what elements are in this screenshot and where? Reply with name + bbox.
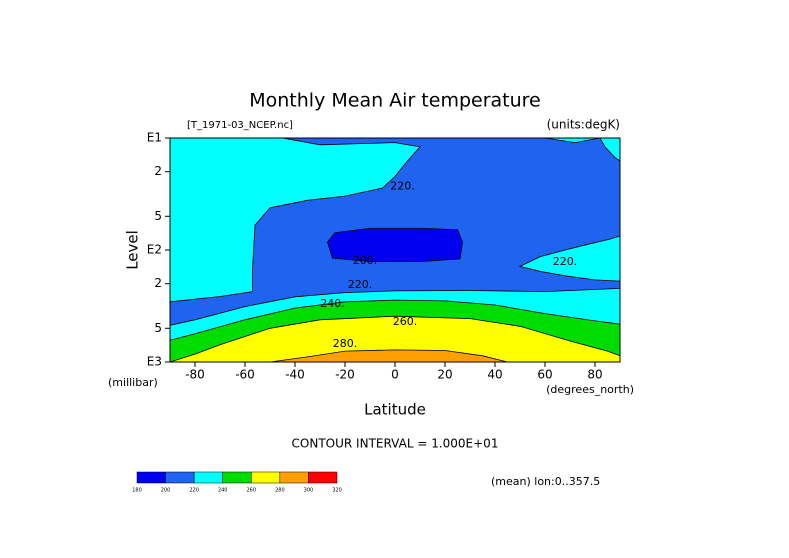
y-tick-label: 2	[154, 276, 162, 290]
contour-label: 240.	[320, 297, 345, 310]
units-label: (units:degK)	[547, 118, 620, 132]
y-tick-label: 2	[154, 164, 162, 178]
y-tick-label: E3	[147, 355, 162, 369]
colorbar-label: 180	[132, 488, 142, 494]
x-tick-label: 0	[391, 368, 399, 382]
x-tick-label: -40	[285, 368, 305, 382]
contour-region	[327, 227, 463, 263]
y-axis-label: Level	[124, 230, 142, 270]
contour-region	[518, 235, 620, 282]
contour-label: 200.	[353, 254, 378, 267]
y-tick-label: E1	[147, 131, 162, 145]
plot-area: 220.200.220.240.260.280.220.	[170, 138, 620, 362]
contour-label: 220.	[390, 179, 415, 192]
x-tick-label: -60	[235, 368, 255, 382]
contour-label: 220.	[348, 278, 373, 291]
colorbar-label: 320	[332, 488, 342, 494]
contour-label: 220.	[553, 255, 578, 268]
colorbar-box	[279, 471, 309, 484]
colorbar-box	[251, 471, 281, 484]
x-tick-label: 60	[537, 368, 552, 382]
x-tick-label: 80	[587, 368, 602, 382]
y-units-label: (millibar)	[108, 376, 158, 389]
x-tick-label: 20	[437, 368, 452, 382]
x-axis-label: Latitude	[364, 401, 426, 419]
colorbar-box	[165, 471, 195, 484]
colorbar-label: 300	[304, 488, 314, 494]
colorbar-box	[193, 471, 223, 484]
contour-label: 280.	[333, 337, 358, 350]
colorbar-label: 240	[218, 488, 228, 494]
colorbar-box	[308, 471, 338, 484]
colorbar-label: 200	[161, 488, 171, 494]
colorbar-label: 260	[247, 488, 257, 494]
footnote: (mean) lon:0..357.5	[491, 475, 600, 488]
y-tick-label: E2	[147, 243, 162, 257]
contour-interval: CONTOUR INTERVAL = 1.000E+01	[292, 437, 499, 451]
colorbar-label: 220	[189, 488, 199, 494]
chart-title: Monthly Mean Air temperature	[249, 90, 540, 112]
contour-label: 260.	[393, 315, 418, 328]
colorbar-box	[222, 471, 252, 484]
y-tick-label: 5	[154, 321, 162, 335]
colorbar-box	[136, 471, 166, 484]
x-units-label: (degrees_north)	[546, 383, 634, 396]
contour-region	[269, 349, 508, 362]
file-label: [T_1971-03_NCEP.nc]	[187, 120, 293, 131]
y-tick-label: 5	[154, 209, 162, 223]
regions: 220.200.220.240.260.280.220.	[170, 138, 620, 362]
colorbar-label: 280	[275, 488, 285, 494]
x-tick-label: -20	[335, 368, 355, 382]
x-tick-label: 40	[487, 368, 502, 382]
contour-region	[170, 315, 620, 362]
x-tick-label: -80	[185, 368, 205, 382]
